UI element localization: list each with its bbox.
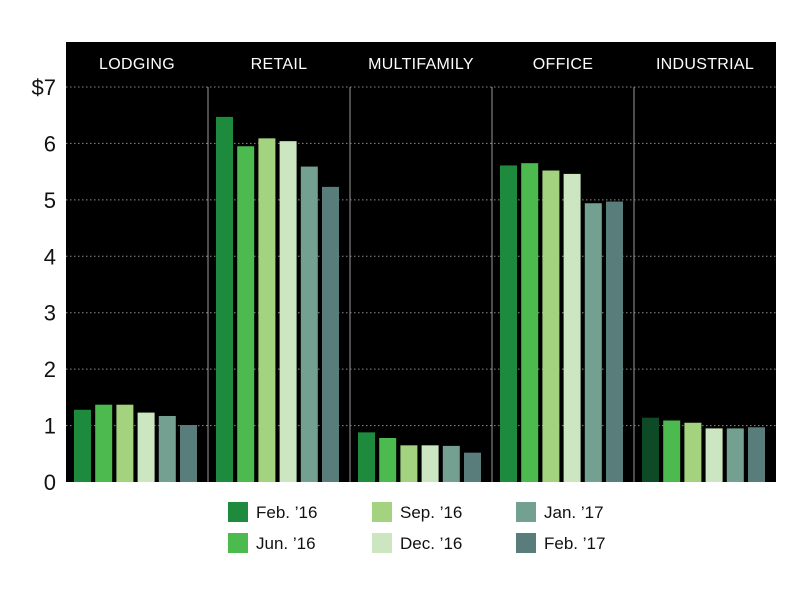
- bar-office-0: [500, 165, 517, 482]
- bar-office-2: [542, 170, 560, 482]
- legend-item: Jan. ’17: [516, 502, 604, 522]
- y-tick-label: 4: [44, 244, 56, 269]
- legend-swatch: [372, 533, 392, 553]
- bar-lodging-4: [158, 415, 176, 482]
- y-tick-label: 6: [44, 131, 56, 156]
- y-tick-label: 2: [44, 357, 56, 382]
- bar-industrial-2: [684, 422, 702, 482]
- legend-label: Sep. ’16: [400, 503, 462, 522]
- bar-office-4: [584, 203, 602, 482]
- bar-multifamily-4: [442, 445, 460, 482]
- bar-retail-0: [216, 116, 233, 483]
- panel-label-industrial: INDUSTRIAL: [656, 56, 754, 73]
- bar-industrial-1: [663, 420, 681, 482]
- bar-office-1: [521, 163, 539, 482]
- bars: [74, 116, 765, 483]
- legend-label: Feb. ’17: [544, 534, 605, 553]
- y-tick-label: 1: [44, 414, 56, 439]
- panel-label-retail: RETAIL: [251, 56, 308, 73]
- bar-industrial-5: [748, 427, 765, 482]
- panel-separators: [207, 87, 635, 482]
- bar-retail-3: [279, 141, 297, 482]
- bar-office-3: [563, 173, 581, 482]
- bar-lodging-2: [116, 404, 134, 482]
- bar-multifamily-2: [400, 445, 418, 482]
- y-tick-label: 0: [44, 470, 56, 495]
- bar-retail-4: [300, 166, 318, 483]
- panel-label-lodging: LODGING: [99, 56, 175, 73]
- legend-swatch: [228, 533, 248, 553]
- legend-label: Jun. ’16: [256, 534, 316, 553]
- legend: Feb. ’16 Jun. ’16 Sep. ’16 Dec. ’16 Jan. ’17…: [228, 502, 605, 553]
- legend-label: Jan. ’17: [544, 503, 604, 522]
- legend-item: Feb. ’16: [228, 502, 317, 522]
- bar-lodging-5: [180, 425, 197, 482]
- legend-swatch: [372, 502, 392, 522]
- bar-industrial-4: [726, 428, 744, 482]
- panel-label-office: OFFICE: [533, 56, 593, 73]
- legend-item: Sep. ’16: [372, 502, 462, 522]
- bar-lodging-0: [74, 409, 91, 482]
- bar-industrial-0: [642, 417, 659, 482]
- y-axis-ticks: 0 1 2 3 4 5 6 $7: [32, 75, 56, 495]
- bar-multifamily-0: [358, 432, 375, 482]
- y-tick-label: 5: [44, 188, 56, 213]
- bar-multifamily-5: [464, 452, 481, 482]
- panel-labels: LODGING RETAIL MULTIFAMILY OFFICE INDUSTRIAL: [99, 56, 754, 73]
- bar-retail-5: [322, 186, 339, 482]
- legend-label: Dec. ’16: [400, 534, 462, 553]
- bar-industrial-3: [705, 428, 723, 482]
- panel-label-multifamily: MULTIFAMILY: [368, 56, 474, 73]
- bar-retail-2: [258, 138, 276, 482]
- legend-item: Feb. ’17: [516, 533, 605, 553]
- y-tick-label: $7: [32, 75, 56, 100]
- y-tick-label: 3: [44, 301, 56, 326]
- bar-retail-1: [237, 146, 255, 482]
- bar-multifamily-1: [379, 437, 397, 482]
- bar-office-5: [606, 201, 623, 483]
- bar-lodging-1: [95, 404, 113, 482]
- bar-multifamily-3: [421, 445, 439, 482]
- legend-swatch: [516, 533, 536, 553]
- legend-item: Jun. ’16: [228, 533, 316, 553]
- legend-item: Dec. ’16: [372, 533, 462, 553]
- legend-swatch: [516, 502, 536, 522]
- chart-background: [66, 42, 776, 482]
- bar-lodging-3: [137, 412, 155, 482]
- legend-label: Feb. ’16: [256, 503, 317, 522]
- legend-swatch: [228, 502, 248, 522]
